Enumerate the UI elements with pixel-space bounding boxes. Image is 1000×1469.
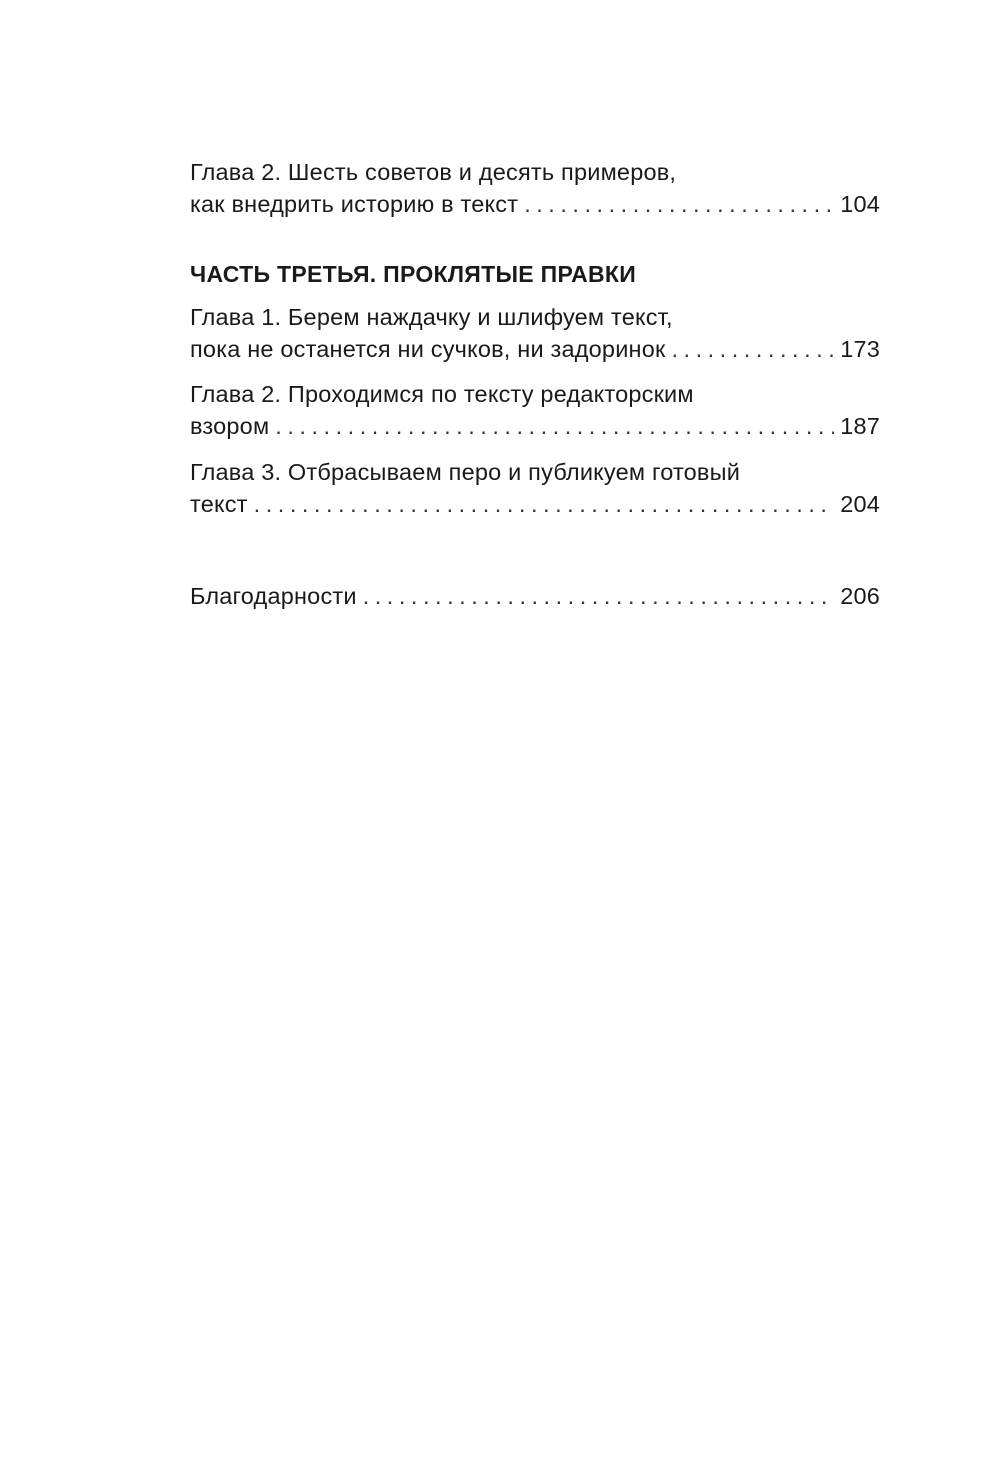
dot-leader: [524, 188, 834, 220]
entry-title: Глава 2. Проходимся по тексту редакторск…: [190, 381, 694, 407]
dot-leader: [363, 580, 835, 612]
dot-leader: [671, 333, 834, 365]
toc-entry: Глава 2. Шесть советов и десять примеров…: [190, 156, 880, 220]
dot-leader: [275, 410, 834, 442]
part-heading: ЧАСТЬ ТРЕТЬЯ. ПРОКЛЯТЫЕ ПРАВКИ: [190, 261, 637, 287]
entry-title: Благодарности: [190, 583, 357, 609]
page-number: 187: [840, 413, 880, 439]
entry-title: Глава 2. Шесть советов и десять примеров…: [190, 159, 677, 185]
dot-leader: [254, 488, 835, 520]
page-number: 173: [840, 336, 880, 362]
entry-title-cont: пока не останется ни сучков, ни задорино…: [190, 336, 666, 362]
page-number: 206: [840, 583, 880, 609]
toc-entry: Глава 1. Берем наждачку и шлифуем текст,…: [190, 301, 880, 365]
toc-entry: Глава 2. Проходимся по тексту редакторск…: [190, 378, 880, 442]
page-number: 104: [840, 191, 880, 217]
toc-entry: Глава 3. Отбрасываем перо и публикуем го…: [190, 456, 880, 520]
entry-title-cont: взором: [190, 413, 270, 439]
entry-title-cont: как внедрить историю в текст: [190, 191, 519, 217]
page-number: 204: [840, 491, 880, 517]
entry-title-cont: текст: [190, 491, 248, 517]
entry-title: Глава 3. Отбрасываем перо и публикуем го…: [190, 459, 741, 485]
toc-entry-acknowledgements: Благодарности 206: [190, 580, 880, 612]
entry-title: Глава 1. Берем наждачку и шлифуем текст,: [190, 304, 673, 330]
